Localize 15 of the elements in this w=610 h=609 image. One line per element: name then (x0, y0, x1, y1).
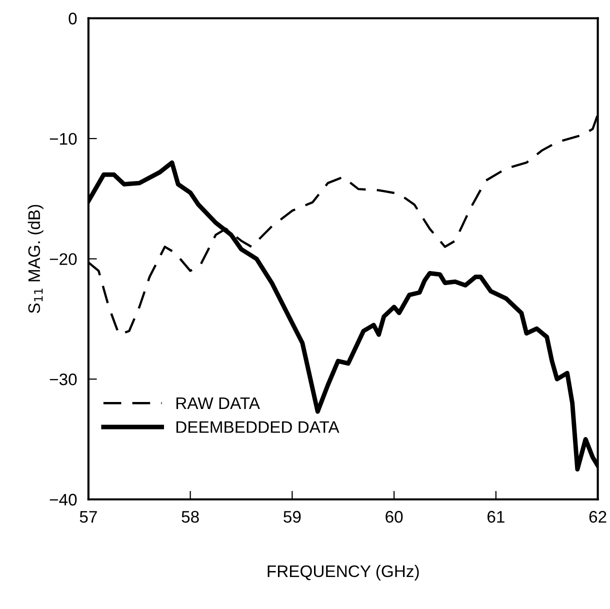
x-axis-title: FREQUENCY (GHz) (268, 564, 419, 580)
y-tick-label: −30 (50, 374, 77, 386)
y-tick-label: −20 (50, 253, 77, 266)
x-tick-label: 59 (284, 510, 301, 523)
legend-label: DEEMBEDDED DATA (176, 421, 340, 433)
y-axis-title: S$_{11}$ MAG. (dB) (28, 204, 44, 314)
x-tick-label: 60 (386, 510, 403, 523)
legend-label: RAW DATA (176, 397, 260, 409)
y-tick-label: −10 (50, 132, 77, 145)
x-tick-label: 58 (182, 510, 199, 523)
x-tick-label: 57 (80, 511, 97, 523)
x-tick-label: 62 (589, 510, 606, 523)
x-tick-label: 61 (488, 510, 504, 523)
y-tick-label: 0 (68, 12, 77, 24)
y-tick-label: −40 (50, 494, 77, 506)
